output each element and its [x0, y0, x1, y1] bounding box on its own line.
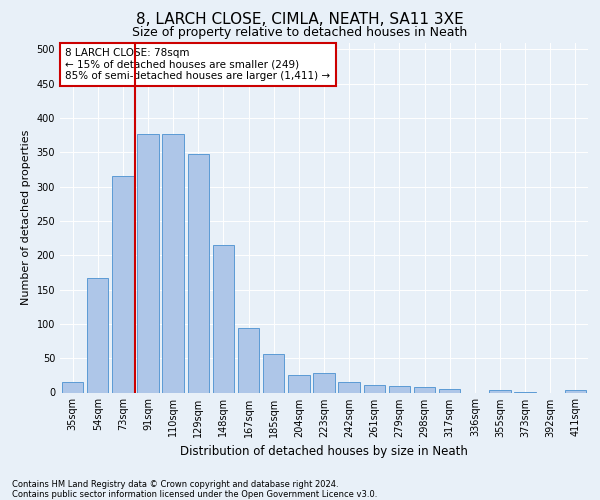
Bar	[238, 328, 259, 392]
Y-axis label: Number of detached properties: Number of detached properties	[21, 130, 31, 305]
Bar	[163, 134, 184, 392]
Bar	[364, 385, 385, 392]
Bar	[565, 390, 586, 392]
Text: 8, LARCH CLOSE, CIMLA, NEATH, SA11 3XE: 8, LARCH CLOSE, CIMLA, NEATH, SA11 3XE	[136, 12, 464, 28]
Bar	[188, 154, 209, 392]
Bar	[389, 386, 410, 392]
Bar	[338, 382, 360, 392]
Bar	[490, 390, 511, 392]
Bar	[137, 134, 158, 392]
Text: Size of property relative to detached houses in Neath: Size of property relative to detached ho…	[133, 26, 467, 39]
Bar	[313, 372, 335, 392]
Bar	[414, 387, 435, 392]
Bar	[439, 389, 460, 392]
Bar	[62, 382, 83, 392]
Bar	[112, 176, 134, 392]
Bar	[213, 245, 234, 392]
Bar	[87, 278, 109, 392]
X-axis label: Distribution of detached houses by size in Neath: Distribution of detached houses by size …	[180, 445, 468, 458]
Text: Contains public sector information licensed under the Open Government Licence v3: Contains public sector information licen…	[12, 490, 377, 499]
Bar	[263, 354, 284, 393]
Bar	[288, 376, 310, 392]
Text: 8 LARCH CLOSE: 78sqm
← 15% of detached houses are smaller (249)
85% of semi-deta: 8 LARCH CLOSE: 78sqm ← 15% of detached h…	[65, 48, 331, 81]
Text: Contains HM Land Registry data © Crown copyright and database right 2024.: Contains HM Land Registry data © Crown c…	[12, 480, 338, 489]
